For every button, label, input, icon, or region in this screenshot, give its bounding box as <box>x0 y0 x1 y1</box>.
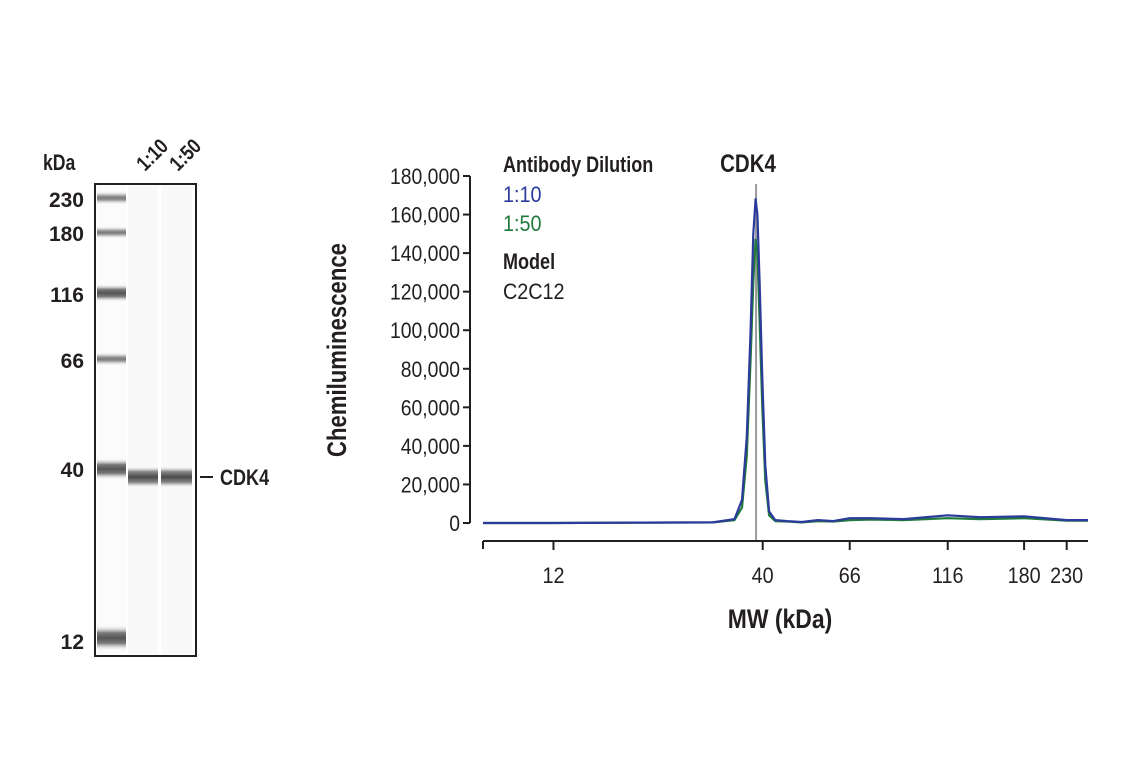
x-tick-label: 180 <box>1008 564 1041 588</box>
y-tick-label: 100,000 <box>390 319 460 343</box>
marker-labels: 230 180 116 66 40 12 <box>49 189 84 654</box>
ladder-bands <box>97 191 126 651</box>
blot-unit-label: kDa <box>43 151 76 175</box>
sample-band-lane-2 <box>161 466 192 488</box>
plot-series <box>483 198 1088 525</box>
x-tick-label: 40 <box>752 564 774 588</box>
x-axis-label: MW (kDa) <box>728 604 833 634</box>
x-tick-label: 116 <box>932 564 964 588</box>
ladder-band-230 <box>97 191 126 205</box>
lane-label-1: 1:10 <box>133 135 174 176</box>
marker-label-116: 116 <box>50 284 84 307</box>
chart-title: CDK4 <box>720 149 776 177</box>
legend-heading: Antibody Dilution <box>503 153 653 177</box>
x-tick-label: 230 <box>1050 564 1083 588</box>
ladder-band-40 <box>97 458 126 480</box>
blot-panel: kDa 1:10 1:50 230 180 116 66 40 12 <box>43 135 270 657</box>
y-tick-label: 20,000 <box>401 473 460 497</box>
ladder-lane <box>97 186 126 654</box>
chart: 0 20,000 40,000 60,000 80,000 100,000 120,000 1… <box>323 149 1088 634</box>
marker-label-230: 230 <box>49 189 84 212</box>
y-axis-label: Chemiluminescence <box>323 243 353 457</box>
y-tick-label: 80,000 <box>401 358 460 382</box>
series-line-1-10 <box>483 198 1088 525</box>
ladder-band-12 <box>97 625 126 651</box>
y-tick-label: 140,000 <box>390 242 460 266</box>
y-tick-label: 180,000 <box>390 165 460 189</box>
y-tick-label: 40,000 <box>401 435 460 459</box>
legend-entry-1-10: 1:10 <box>503 183 542 207</box>
y-tick-label: 120,000 <box>390 281 460 305</box>
lane-1-bg <box>128 186 158 654</box>
legend: Antibody Dilution 1:10 1:50 Model C2C12 <box>503 153 653 304</box>
lane-2-bg <box>161 186 192 654</box>
ladder-band-180 <box>97 226 126 239</box>
lane-label-2: 1:50 <box>166 135 207 176</box>
marker-label-12: 12 <box>61 631 84 654</box>
marker-label-180: 180 <box>49 223 84 246</box>
y-tick-label: 0 <box>449 512 460 536</box>
ladder-band-66 <box>97 352 126 366</box>
x-tick-label: 12 <box>542 564 564 588</box>
series-line-1-50 <box>483 238 1088 525</box>
ladder-band-116 <box>97 284 126 302</box>
y-axis: 0 20,000 40,000 60,000 80,000 100,000 120,000 1… <box>390 165 471 536</box>
sample-band-lane-1 <box>128 466 158 488</box>
x-axis: 12 40 66 116 180 230 <box>482 540 1088 588</box>
band-label: CDK4 <box>220 466 270 490</box>
marker-label-40: 40 <box>61 459 84 482</box>
y-tick-label: 60,000 <box>401 396 460 420</box>
marker-label-66: 66 <box>61 350 84 373</box>
x-tick-label: 66 <box>839 564 861 588</box>
legend-model-heading: Model <box>503 250 555 274</box>
y-tick-label: 160,000 <box>390 203 460 227</box>
legend-model-value: C2C12 <box>503 280 565 304</box>
legend-entry-1-50: 1:50 <box>503 212 542 236</box>
